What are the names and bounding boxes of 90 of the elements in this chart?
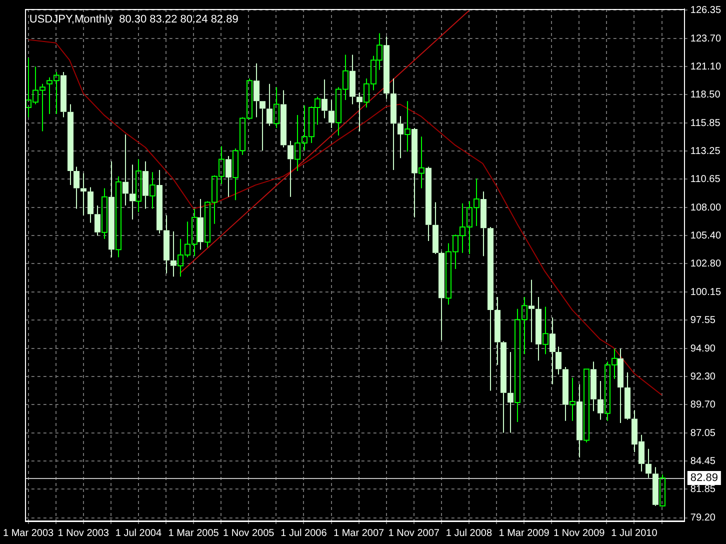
- x-tick-label: 1 Mar 2005: [168, 528, 220, 539]
- candlestick: [74, 166, 80, 210]
- candlestick: [618, 348, 624, 424]
- candlestick: [170, 230, 176, 278]
- candlestick: [322, 79, 328, 119]
- candlestick: [156, 169, 162, 234]
- candlestick: [576, 384, 582, 458]
- candlestick: [646, 448, 652, 478]
- x-tick-label: 1 Jul 2004: [115, 528, 162, 539]
- candlestick: [102, 188, 108, 240]
- y-tick-label: 94.90: [690, 343, 716, 354]
- candlestick: [108, 160, 114, 258]
- candlestick: [274, 86, 280, 128]
- y-tick-label: 118.50: [690, 89, 721, 100]
- candlestick: [122, 134, 128, 206]
- candlestick: [404, 100, 410, 152]
- candlestick: [130, 164, 136, 220]
- y-tick-label: 102.80: [690, 258, 722, 270]
- x-tick-label: 1 Nov 2007: [388, 528, 440, 539]
- y-tick-label: 92.30: [690, 371, 716, 382]
- y-tick-label: 89.70: [690, 399, 716, 410]
- candlestick: [624, 372, 630, 420]
- candlestick: [500, 340, 506, 434]
- candlestick: [598, 380, 604, 420]
- x-tick-label: 1 Nov 2005: [223, 528, 275, 539]
- candlestick: [412, 127, 418, 218]
- x-tick-label: 1 Nov 2009: [554, 528, 606, 539]
- x-tick-label: 1 Nov 2003: [58, 528, 110, 539]
- ref-line-label: 82.89: [690, 472, 718, 484]
- candlestick: [350, 54, 356, 105]
- y-tick-label: 123.70: [690, 33, 722, 44]
- candlestick: [68, 104, 74, 186]
- y-tick-label: 100.15: [690, 286, 722, 298]
- x-tick-label: 1 Jul 2010: [611, 528, 658, 539]
- candlestick: [488, 226, 494, 392]
- candlestick: [652, 466, 658, 506]
- x-tick-label: 1 Mar 2007: [334, 528, 385, 539]
- x-tick-label: 1 Jul 2008: [446, 528, 492, 539]
- candlestick: [398, 116, 404, 159]
- y-tick-label: 113.25: [690, 146, 721, 157]
- candlestick: [426, 166, 432, 242]
- candlestick: [164, 214, 170, 274]
- y-tick-label: 110.65: [690, 174, 721, 185]
- candlestick: [418, 136, 424, 189]
- y-tick-label: 97.55: [690, 314, 716, 326]
- x-tick-label: 1 Jul 2006: [280, 528, 328, 539]
- candlestick: [60, 71, 66, 118]
- candlestick: [150, 172, 156, 210]
- y-tick-label: 115.85: [690, 118, 721, 129]
- candlestick: [280, 90, 286, 148]
- candlestick: [542, 306, 548, 355]
- candlestick: [432, 202, 438, 254]
- candlestick: [88, 186, 94, 224]
- y-tick-label: 126.35: [690, 4, 722, 16]
- candlestick: [116, 176, 122, 258]
- candlestick: [328, 99, 334, 128]
- candlestick: [80, 172, 86, 216]
- y-tick-label: 79.20: [690, 512, 716, 524]
- candlestick: [508, 351, 514, 434]
- y-tick-label: 87.05: [690, 428, 716, 439]
- candlestick: [480, 191, 486, 257]
- candlestick: [136, 158, 142, 212]
- x-tick-label: 1 Mar 2003: [2, 528, 54, 539]
- candlestick: [288, 140, 294, 198]
- candlestick: [562, 366, 568, 422]
- y-tick-label: 105.40: [690, 230, 722, 242]
- y-tick-label: 84.45: [690, 456, 716, 467]
- candlestick: [356, 92, 362, 132]
- candlestick: [384, 36, 390, 100]
- candlestick: [556, 346, 562, 376]
- y-tick-label: 81.85: [690, 484, 716, 495]
- candlestick: [438, 251, 444, 341]
- x-tick-label: 1 Mar 2009: [498, 528, 550, 539]
- candlestick: [254, 62, 260, 118]
- candlestick: [198, 198, 204, 250]
- y-tick-label: 108.00: [690, 202, 722, 214]
- candlestick: [94, 205, 100, 236]
- candlestick: [390, 78, 396, 170]
- chart-title: USDJPY,Monthly 80.30 83.22 80.24 82.89: [29, 14, 238, 26]
- candlestick: [570, 377, 576, 422]
- candlestick: [536, 296, 542, 362]
- candlestick: [528, 279, 534, 343]
- candlestick: [142, 160, 148, 210]
- candlestick: [590, 361, 596, 412]
- candlestick: [226, 155, 232, 198]
- candlestick: [266, 83, 272, 126]
- candlestick: [260, 101, 266, 152]
- y-tick-label: 121.10: [690, 61, 722, 72]
- candlestick: [494, 296, 500, 366]
- candlestick: [550, 316, 556, 385]
